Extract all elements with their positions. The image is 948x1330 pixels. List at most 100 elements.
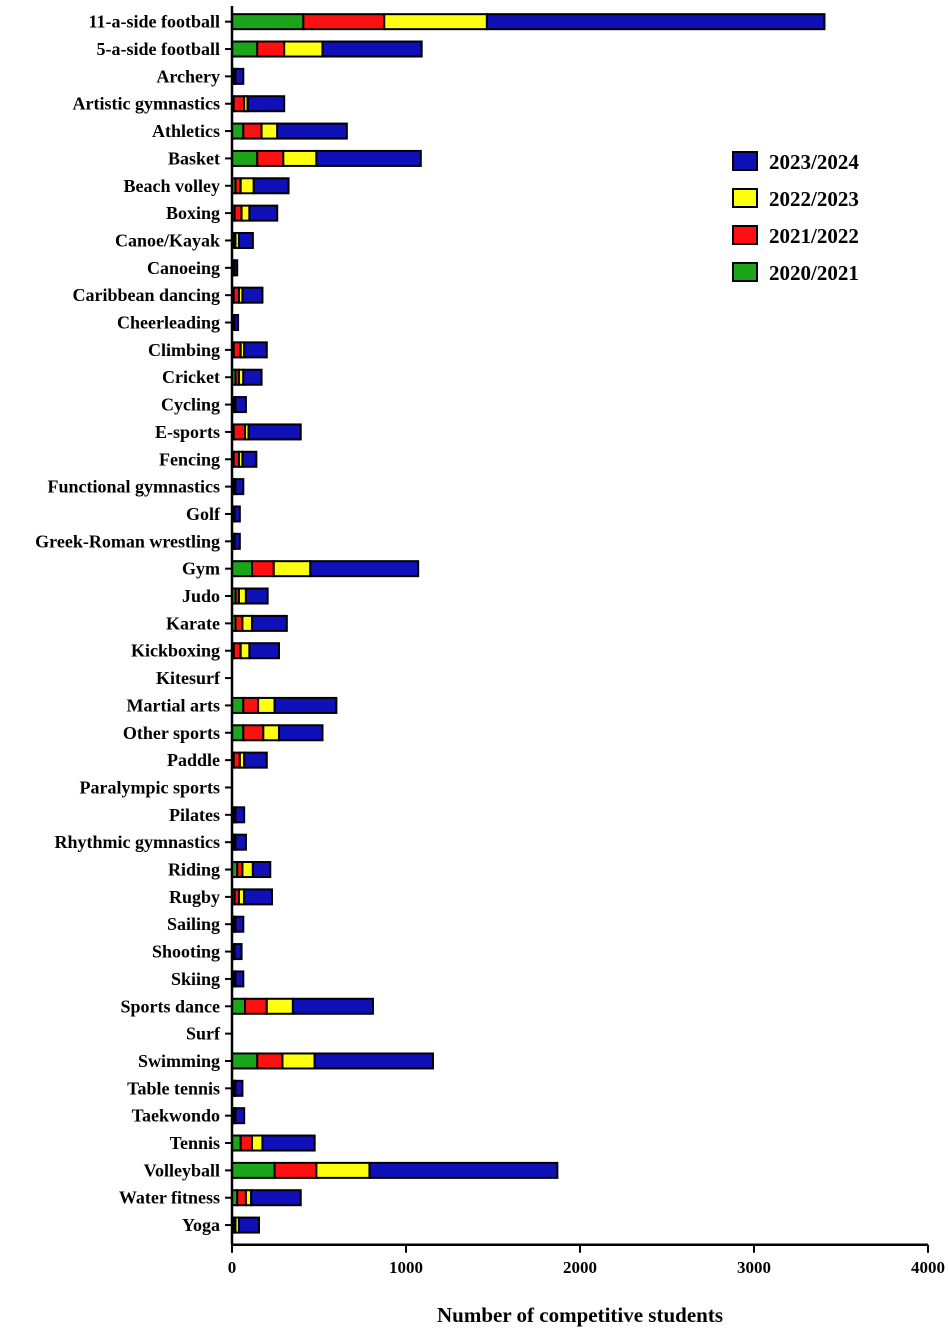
bar-segment (236, 1189, 247, 1207)
x-tick-label: 3000 (737, 1258, 771, 1277)
bar-segment (250, 1189, 302, 1207)
bar-segment (277, 724, 324, 742)
bar-segment (256, 40, 286, 58)
bar-segment (313, 1052, 434, 1070)
bar-segment (272, 560, 312, 578)
category-label: Basket (168, 148, 220, 168)
bar-segment (233, 314, 240, 332)
category-label: Cycling (161, 395, 220, 415)
category-label: Fencing (159, 449, 220, 469)
x-tick-labels: 0 1000 2000 3000 4000 (228, 1258, 945, 1277)
category-label: Gym (182, 559, 220, 579)
bar-segment (232, 642, 242, 660)
category-label: Martial arts (127, 695, 220, 715)
bar-segment (234, 1107, 246, 1125)
bar-segment (231, 149, 259, 167)
bar-segment (241, 861, 254, 879)
x-tick-label: 4000 (911, 1258, 945, 1277)
bar-segment (242, 122, 263, 140)
category-label: Taekwondo (132, 1106, 220, 1126)
bar-segment (282, 149, 318, 167)
category-label: Karate (166, 613, 220, 633)
bar-segment (234, 396, 247, 414)
category-label: Rugby (169, 887, 220, 907)
bar-segment (231, 724, 245, 742)
bar-segment (239, 1134, 254, 1152)
category-label: Boxing (166, 203, 220, 223)
x-axis-title: Number of competitive students (437, 1303, 723, 1327)
bar-segment (234, 915, 245, 933)
bar-segment (237, 231, 254, 249)
category-label: Surf (186, 1024, 221, 1044)
bar-segment (273, 1161, 318, 1179)
bar-segment (233, 259, 239, 277)
bar-segment (240, 204, 251, 222)
category-label: Greek-Roman wrestling (35, 531, 220, 551)
bar-segment (239, 177, 255, 195)
category-label: Sports dance (120, 996, 220, 1016)
bar-segment (233, 943, 243, 961)
bar-segment (233, 532, 241, 550)
category-label: Table tennis (127, 1078, 220, 1098)
bar-segment (248, 642, 280, 660)
legend-swatch (732, 262, 758, 282)
bars-group (231, 13, 826, 1234)
legend-swatch (732, 225, 758, 245)
bar-segment (233, 204, 243, 222)
category-label: Rhythmic gymnastics (55, 832, 221, 852)
category-label: Canoeing (147, 258, 220, 278)
bar-segment (485, 13, 826, 31)
bar-segment (283, 40, 324, 58)
legend-swatch (732, 151, 758, 171)
category-label: Judo (182, 586, 220, 606)
bar-segment (232, 341, 242, 359)
category-label: Shooting (152, 942, 220, 962)
category-label: Volleyball (144, 1160, 220, 1180)
category-label: Kickboxing (131, 641, 220, 661)
legend-label: 2023/2024 (769, 150, 859, 174)
bar-segment (233, 505, 241, 523)
category-label: Riding (168, 860, 220, 880)
bar-segment (265, 997, 294, 1015)
category-label: Water fitness (119, 1188, 220, 1208)
category-label: Golf (186, 504, 221, 524)
bar-segment (302, 13, 386, 31)
bar-segment (234, 806, 246, 824)
category-label: Functional gymnastics (47, 477, 220, 497)
bar-segment (251, 614, 288, 632)
bar-segment (231, 1134, 242, 1152)
bar-segment (309, 560, 420, 578)
bar-segment (315, 1161, 371, 1179)
bar-segment (261, 1134, 316, 1152)
bar-segment (243, 888, 274, 906)
category-label: Paralympic sports (80, 777, 220, 797)
bar-segment (231, 997, 247, 1015)
axes-group (225, 6, 929, 1253)
category-label: Kitesurf (156, 668, 221, 688)
bar-segment (232, 423, 247, 441)
bar-segment (242, 724, 265, 742)
legend-swatch (732, 188, 758, 208)
category-label: E-sports (155, 422, 220, 442)
bar-segment (231, 122, 245, 140)
category-label: Athletics (152, 121, 220, 141)
category-label: Cricket (162, 367, 220, 387)
category-label: Climbing (148, 340, 220, 360)
bar-segment (234, 833, 247, 851)
category-label: Tennis (170, 1133, 220, 1153)
bar-segment (234, 478, 245, 496)
bar-segment (281, 1052, 316, 1070)
legend-label: 2020/2021 (769, 261, 859, 285)
bar-segment (291, 997, 374, 1015)
bar-segment (234, 1079, 244, 1097)
bar-segment (276, 122, 348, 140)
x-tick-label: 1000 (389, 1258, 423, 1277)
bar-segment (244, 587, 269, 605)
bar-segment (251, 861, 272, 879)
x-tick-label: 2000 (563, 1258, 597, 1277)
bar-segment (260, 122, 279, 140)
bar-segment (241, 450, 258, 468)
category-label: Paddle (167, 750, 220, 770)
bar-segment (244, 997, 268, 1015)
